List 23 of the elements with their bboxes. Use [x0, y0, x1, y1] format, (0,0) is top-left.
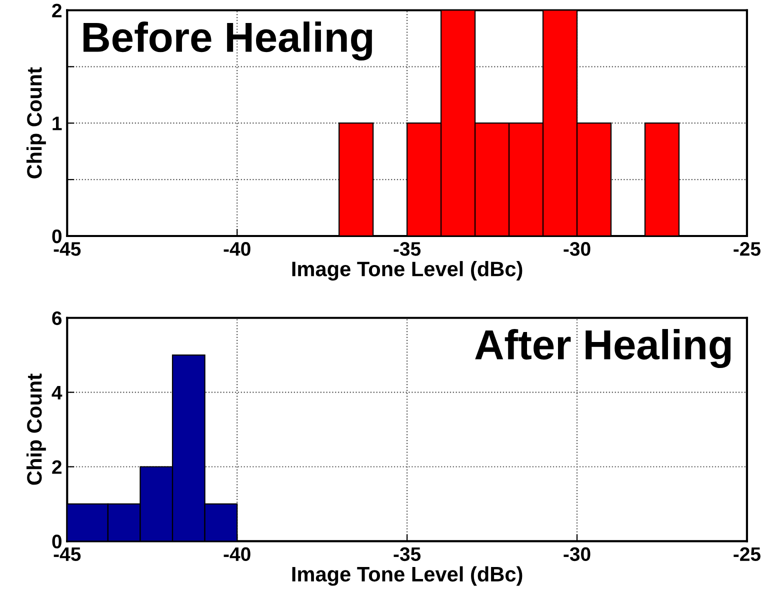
annotation: Before Healing [84, 22, 372, 61]
x-tick-label: -40 [224, 242, 250, 256]
x-tick-label: -35 [394, 547, 421, 562]
x-tick-label: -45 [54, 547, 81, 562]
y-tick-label: 1 [52, 116, 62, 130]
y-axis-title: Chip Count [26, 67, 46, 178]
y-tick-label: 4 [52, 386, 62, 400]
y-tick-label: 2 [52, 460, 62, 474]
y-axis-title: Chip Count [26, 374, 46, 485]
annotation: After Healing [475, 329, 731, 368]
x-tick-label: -30 [564, 242, 590, 256]
x-tick-label: -35 [394, 242, 421, 256]
x-tick-label: -25 [734, 242, 760, 256]
y-tick-label: 0 [52, 229, 62, 244]
y-tick-label: 0 [52, 534, 62, 548]
y-tick-label: 2 [52, 4, 62, 18]
x-tick-label: -25 [734, 547, 760, 562]
x-axis-title: Image Tone Level (dBc) [292, 261, 522, 281]
x-tick-label: -30 [564, 547, 590, 562]
x-axis-title: Image Tone Level (dBc) [292, 566, 522, 586]
x-tick-label: -45 [54, 242, 81, 256]
y-tick-label: 6 [52, 311, 62, 326]
x-tick-label: -40 [224, 547, 250, 562]
